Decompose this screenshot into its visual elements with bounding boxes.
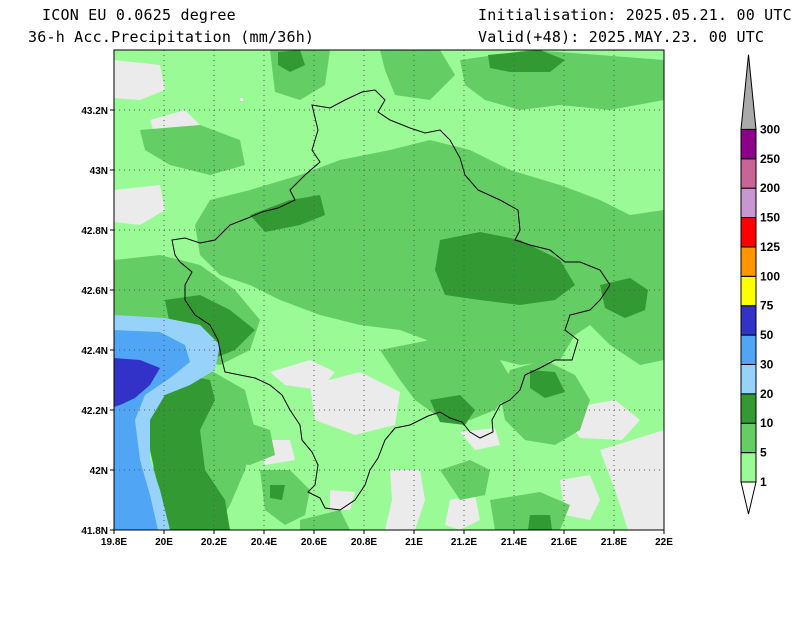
colorbar-swatch bbox=[740, 128, 757, 160]
model-title: ICON EU 0.0625 degree bbox=[42, 6, 236, 24]
colorbar-swatch bbox=[740, 393, 757, 424]
colorbar-swatch bbox=[740, 158, 757, 189]
lon-tick-label: 20.8E bbox=[351, 537, 377, 548]
precip-50-75 bbox=[114, 358, 160, 407]
country-border bbox=[171, 89, 611, 511]
colorbar-label: 10 bbox=[760, 416, 774, 430]
latitude-axis: 43.2N 43N 42.8N 42.6N 42.4N 42.2N 42N 41.8N bbox=[81, 106, 114, 537]
colorbar-label: 75 bbox=[760, 299, 774, 313]
colorbar-label: 30 bbox=[760, 357, 774, 371]
lat-tick-label: 43N bbox=[90, 166, 108, 177]
colorbar-label: 50 bbox=[760, 328, 774, 342]
colorbar-label: 200 bbox=[760, 181, 780, 195]
colorbar-min-arrow bbox=[740, 481, 757, 515]
lat-tick-label: 42.6N bbox=[81, 286, 108, 297]
lon-tick-label: 22E bbox=[655, 537, 673, 548]
colorbar-swatch bbox=[740, 246, 757, 277]
lon-tick-label: 19.8E bbox=[101, 537, 127, 548]
colorbar-label: 250 bbox=[760, 152, 780, 166]
colorbar-max-arrow bbox=[740, 54, 757, 130]
colorbar-label: 5 bbox=[760, 446, 767, 460]
lat-tick-label: 43.2N bbox=[81, 106, 108, 117]
colorbar-label: 300 bbox=[760, 122, 780, 136]
lon-tick-label: 21.6E bbox=[551, 537, 577, 548]
colorbar-swatch bbox=[740, 187, 757, 219]
map-field bbox=[114, 50, 664, 530]
lat-tick-label: 41.8N bbox=[81, 526, 108, 537]
valid-time: Valid(+48): 2025.MAY.23. 00 UTC bbox=[478, 28, 765, 46]
colorbar: 1 5 10 20 30 50 75 100 125 150 200 250 300 bbox=[740, 54, 780, 515]
field-title: 36-h Acc.Precipitation (mm/36h) bbox=[28, 28, 315, 46]
colorbar-label: 1 bbox=[760, 475, 767, 489]
graticule bbox=[114, 50, 664, 530]
lon-tick-label: 21.8E bbox=[601, 537, 627, 548]
lon-tick-label: 21.4E bbox=[501, 537, 527, 548]
colorbar-swatch bbox=[740, 334, 757, 365]
precip-10-20 bbox=[150, 50, 648, 530]
lat-tick-label: 42.4N bbox=[81, 346, 108, 357]
colorbar-label: 125 bbox=[760, 240, 780, 254]
colorbar-swatch bbox=[740, 217, 757, 248]
lon-tick-label: 21E bbox=[405, 537, 423, 548]
lon-tick-label: 20.6E bbox=[301, 537, 327, 548]
init-time: Initialisation: 2025.05.21. 00 UTC bbox=[478, 6, 792, 24]
lon-tick-label: 20.4E bbox=[251, 537, 277, 548]
colorbar-label: 20 bbox=[760, 387, 774, 401]
colorbar-label: 100 bbox=[760, 269, 780, 283]
lon-tick-label: 20E bbox=[155, 537, 173, 548]
colorbar-swatch bbox=[740, 363, 757, 395]
lat-tick-label: 42N bbox=[90, 466, 108, 477]
lat-tick-label: 42.8N bbox=[81, 226, 108, 237]
colorbar-swatch bbox=[740, 452, 757, 483]
longitude-axis: 19.8E 20E 20.2E 20.4E 20.6E 20.8E 21E 21.2E 21.4… bbox=[101, 530, 673, 548]
colorbar-swatch bbox=[740, 275, 757, 307]
lon-tick-label: 21.2E bbox=[451, 537, 477, 548]
lon-tick-label: 20.2E bbox=[201, 537, 227, 548]
lat-tick-label: 42.2N bbox=[81, 406, 108, 417]
colorbar-swatch bbox=[740, 422, 757, 454]
colorbar-swatch bbox=[740, 305, 757, 336]
colorbar-label: 150 bbox=[760, 211, 780, 225]
